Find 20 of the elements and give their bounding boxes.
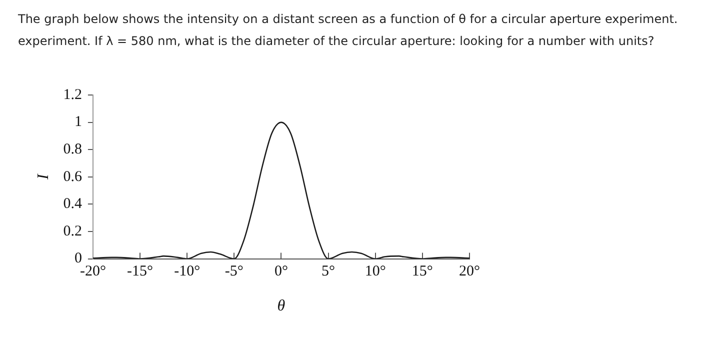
x-tick-label: 10° — [364, 264, 386, 280]
y-tick-label: 1.2 — [63, 86, 82, 103]
y-tick-label: 0.6 — [63, 168, 82, 185]
x-tick-label: 0° — [274, 264, 288, 280]
y-tick-label: 0.4 — [63, 196, 82, 212]
x-tick-label: 15° — [412, 264, 433, 280]
y-tick-label: 0.8 — [63, 142, 82, 158]
x-tick-label: -20° — [80, 264, 106, 280]
y-tick-label: 1 — [74, 114, 82, 130]
x-tick-label: -5° — [224, 264, 244, 280]
y-tick-label: 0.2 — [63, 223, 82, 240]
x-tick-label: -10° — [174, 264, 200, 280]
y-axis-title: I — [34, 174, 52, 181]
x-tick-label: 20° — [459, 264, 480, 280]
x-tick-label: -15° — [127, 264, 154, 280]
chart-title: The graph below shows the intensity on a distant screen as a function of θ for a circular aperture experiment. — [18, 11, 678, 28]
x-tick-label: 5° — [322, 264, 336, 280]
chart-subtitle: experiment. If λ = 580 nm, what is the diameter of the circular aperture: looking for a number with units? — [18, 33, 656, 50]
x-axis-title: θ — [277, 298, 286, 315]
y-tick-label: 0 — [74, 250, 82, 267]
